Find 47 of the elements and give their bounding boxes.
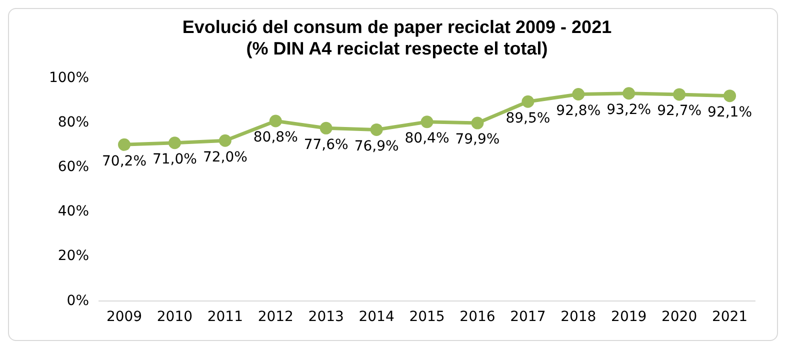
data-label: 79,9%: [455, 132, 500, 148]
point: [218, 134, 232, 147]
point: [724, 90, 736, 102]
point: [370, 123, 383, 136]
x-tick-label: 2013: [308, 309, 344, 326]
y-tick-label: 40%: [58, 204, 90, 220]
data-label: 70,2%: [102, 153, 146, 170]
x-tick-label: 2021: [712, 309, 748, 326]
data-label: 92,1%: [708, 104, 752, 120]
x-tick-label: 2015: [409, 309, 445, 326]
x-tick-label: 2014: [358, 309, 394, 326]
y-tick-label: 60%: [58, 159, 90, 176]
data-label: 77,6%: [304, 136, 348, 153]
point: [320, 122, 332, 134]
y-tick-label: 80%: [58, 114, 90, 130]
point: [118, 138, 131, 151]
x-tick-label: 2017: [510, 309, 546, 326]
point: [622, 87, 636, 100]
x-tick-label: 2019: [611, 309, 647, 326]
point: [673, 88, 686, 101]
y-tick-label: 0%: [66, 292, 90, 309]
y-tick-label: 20%: [58, 248, 90, 264]
point: [522, 95, 534, 108]
data-label: 89,5%: [506, 110, 550, 126]
data-label: 71,0%: [152, 152, 197, 168]
point: [572, 88, 585, 101]
x-tick-label: 2011: [207, 309, 243, 326]
x-tick-label: 2012: [258, 309, 294, 326]
x-tick-label: 2010: [156, 309, 193, 326]
point: [471, 116, 484, 130]
data-label: 93,2%: [606, 102, 652, 118]
chart-subtitle: (% DIN A4 reciclat respecte el total): [246, 38, 548, 58]
y-tick-label: 100%: [48, 70, 90, 86]
x-tick-label: 2009: [106, 309, 142, 326]
x-tick-label: 2018: [560, 309, 596, 326]
point: [420, 116, 434, 128]
x-tick-label: 2016: [460, 309, 496, 326]
data-label: 92,7%: [657, 103, 702, 120]
data-label: 72,0%: [202, 149, 248, 166]
point: [269, 114, 282, 128]
data-label: 80,4%: [404, 130, 450, 147]
data-label: 80,8%: [253, 130, 298, 146]
data-label: 92,8%: [556, 102, 601, 119]
point: [168, 136, 181, 150]
data-label: 76,9%: [354, 138, 399, 154]
x-tick-label: 2020: [661, 309, 698, 326]
chart-title: Evolució del consum de paper reciclat 2009 - 2021: [182, 16, 612, 37]
